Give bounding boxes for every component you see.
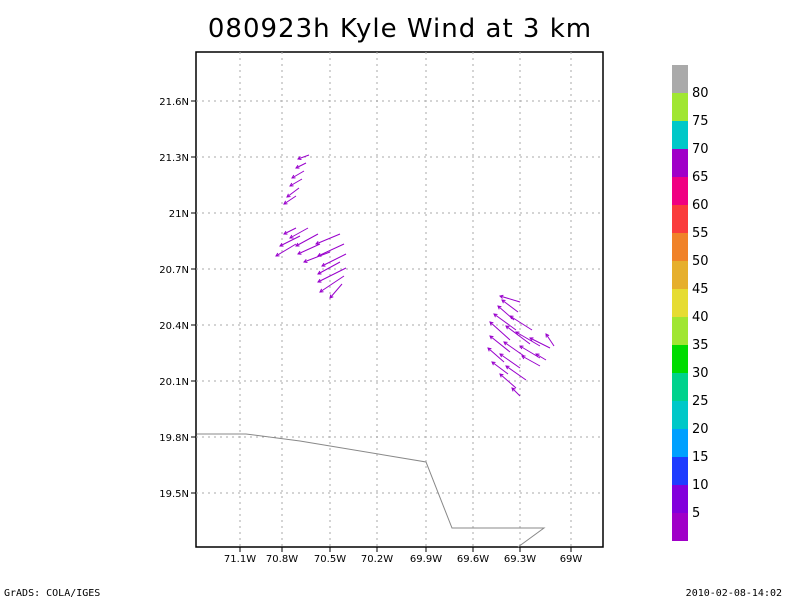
colorbar-segment <box>672 205 688 233</box>
colorbar-segment <box>672 429 688 457</box>
wind-vector <box>521 355 541 367</box>
lat-tick-label: 19.8N <box>159 433 189 444</box>
colorbar-segment <box>672 177 688 205</box>
colorbar-segment <box>672 149 688 177</box>
wind-vector <box>505 325 531 345</box>
colorbar-label: 55 <box>692 226 709 241</box>
wind-vector <box>529 337 551 349</box>
wind-vector <box>503 341 525 357</box>
lat-tick-label: 20.1N <box>159 377 189 388</box>
colorbar-label: 70 <box>692 142 709 157</box>
colorbar-label: 80 <box>692 86 709 101</box>
colorbar-label: 75 <box>692 114 709 129</box>
grid-lines <box>196 52 603 547</box>
lon-tick-label: 69W <box>560 554 583 565</box>
footer-credit: GrADS: COLA/IGES <box>4 588 101 599</box>
lat-tick-label: 20.7N <box>159 265 189 276</box>
wind-vector <box>493 313 517 331</box>
wind-vector <box>303 251 331 263</box>
colorbar-segment <box>672 513 688 541</box>
colorbar-label: 35 <box>692 338 709 353</box>
colorbar-segment <box>672 121 688 149</box>
colorbar-segment <box>672 457 688 485</box>
wind-vector <box>275 243 297 257</box>
colorbar-segment <box>672 93 688 121</box>
wind-vector <box>283 195 297 205</box>
colorbar-label: 45 <box>692 282 709 297</box>
wind-vector <box>317 267 347 283</box>
wind-vector <box>321 253 347 267</box>
wind-vector <box>329 283 343 299</box>
lat-tick-label: 21.6N <box>159 97 189 108</box>
lon-tick-label: 71.1W <box>224 554 256 565</box>
colorbar-segment <box>672 289 688 317</box>
wind-vector <box>317 261 341 275</box>
colorbar-segment <box>672 65 688 93</box>
colorbar-segment <box>672 317 688 345</box>
colorbar-segment <box>672 401 688 429</box>
wind-vector <box>515 331 541 347</box>
wind-vector <box>499 294 521 303</box>
longitude-ticks: 71.1W 70.8W 70.5W 70.2W 69.9W 69.6W 69.3W 69W <box>224 547 582 565</box>
wind-vector <box>505 365 527 381</box>
wind-vector <box>295 162 307 169</box>
wind-vector <box>491 361 509 375</box>
lon-tick-label: 70.8W <box>266 554 298 565</box>
coastline <box>197 433 546 548</box>
colorbar-label: 50 <box>692 254 709 269</box>
wind-vector <box>489 335 511 353</box>
colorbar-segment <box>672 485 688 513</box>
lon-tick-label: 69.9W <box>410 554 442 565</box>
wind-vector <box>499 373 517 389</box>
colorbar-segment <box>672 345 688 373</box>
colorbar-label: 30 <box>692 366 709 381</box>
colorbar-label: 25 <box>692 394 709 409</box>
wind-vector <box>297 154 310 161</box>
colorbar-label: 40 <box>692 310 709 325</box>
latitude-ticks: 21.6N 21.3N 21N 20.7N 20.4N 20.1N 19.8N 19.5N <box>159 97 196 500</box>
wind-vector <box>291 170 305 179</box>
colorbar-label: 20 <box>692 422 709 437</box>
lat-tick-label: 21N <box>169 209 189 220</box>
wind-vector <box>509 315 533 331</box>
colorbar: 5 10 15 20 25 30 35 40 45 50 55 60 65 70 75 80 <box>672 65 709 541</box>
colorbar-label: 5 <box>692 506 700 521</box>
wind-vector <box>289 227 309 239</box>
wind-vector <box>545 333 555 347</box>
colorbar-label: 10 <box>692 478 709 493</box>
wind-vector <box>489 321 511 341</box>
wind-vector <box>501 299 519 313</box>
plot-frame <box>195 51 604 548</box>
map-title: 080923h Kyle Wind at 3 km <box>207 14 593 44</box>
wind-vector <box>499 353 521 369</box>
colorbar-label: 65 <box>692 170 709 185</box>
wind-vector <box>535 353 547 361</box>
wind-vector <box>487 347 505 363</box>
wind-vector <box>319 275 345 293</box>
lat-tick-label: 21.3N <box>159 153 189 164</box>
colorbar-label: 60 <box>692 198 709 213</box>
wind-vector <box>286 187 300 198</box>
wind-vector <box>297 243 321 255</box>
coastline-line <box>197 433 546 548</box>
footer-timestamp: 2010-02-08-14:02 <box>685 588 782 599</box>
wind-vector <box>295 233 319 247</box>
lon-tick-label: 70.5W <box>314 554 346 565</box>
lat-tick-label: 19.5N <box>159 489 189 500</box>
wind-vectors <box>275 154 555 397</box>
colorbar-segment <box>672 233 688 261</box>
wind-vector <box>511 387 521 397</box>
wind-vector <box>279 235 301 247</box>
wind-vector <box>283 227 297 235</box>
lon-tick-label: 69.3W <box>504 554 536 565</box>
lat-tick-label: 20.4N <box>159 321 189 332</box>
colorbar-label: 15 <box>692 450 709 465</box>
wind-vector <box>289 178 303 187</box>
lon-tick-label: 69.6W <box>457 554 489 565</box>
lon-tick-label: 70.2W <box>361 554 393 565</box>
colorbar-segment <box>672 261 688 289</box>
colorbar-segment <box>672 373 688 401</box>
